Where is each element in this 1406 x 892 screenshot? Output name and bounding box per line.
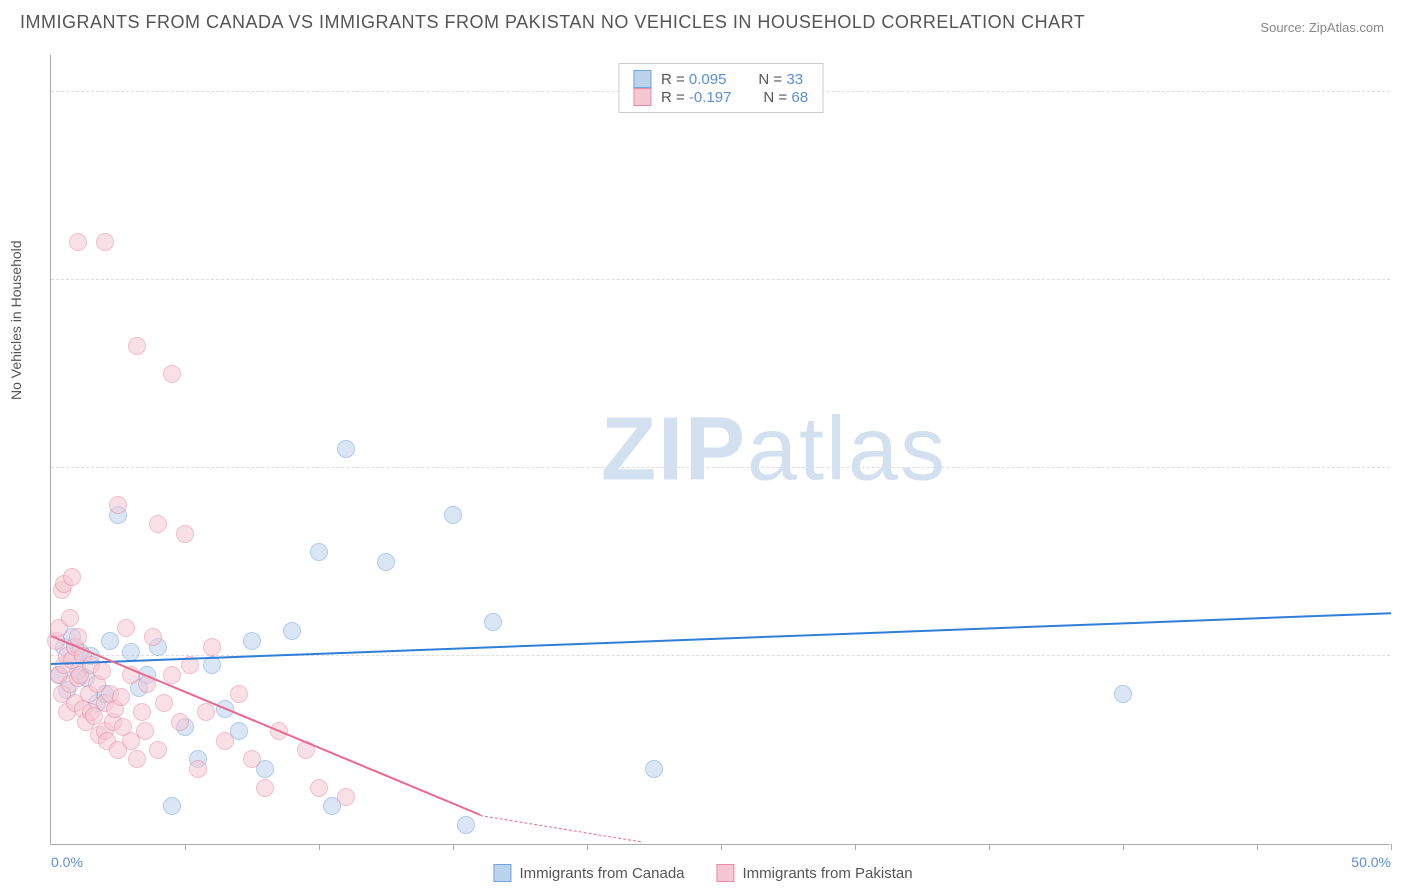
scatter-point xyxy=(243,750,261,768)
legend-n: N = 68 xyxy=(763,89,808,106)
scatter-point xyxy=(283,622,301,640)
scatter-point xyxy=(163,666,181,684)
scatter-point xyxy=(96,233,114,251)
watermark-bold: ZIP xyxy=(601,399,747,499)
source-label: Source: xyxy=(1260,20,1305,35)
scatter-point xyxy=(337,788,355,806)
scatter-point xyxy=(109,496,127,514)
scatter-point xyxy=(155,694,173,712)
x-tick xyxy=(855,844,856,850)
scatter-point xyxy=(63,568,81,586)
scatter-point xyxy=(310,779,328,797)
scatter-point xyxy=(149,515,167,533)
x-tick-label: 0.0% xyxy=(51,854,83,870)
scatter-point xyxy=(645,760,663,778)
scatter-point xyxy=(144,628,162,646)
legend-series-item: Immigrants from Pakistan xyxy=(717,864,913,882)
x-tick xyxy=(1391,844,1392,850)
legend-stats: R = 0.095 N = 33 R = -0.197 N = 68 xyxy=(618,63,823,113)
y-axis-label: No Vehicles in Household xyxy=(8,240,24,400)
legend-stats-row: R = 0.095 N = 33 xyxy=(633,70,808,88)
x-tick-label: 50.0% xyxy=(1351,854,1391,870)
y-tick-label: 20.0% xyxy=(1396,444,1406,460)
legend-swatch xyxy=(633,88,651,106)
y-tick-label: 40.0% xyxy=(1396,68,1406,84)
scatter-point xyxy=(1114,685,1132,703)
scatter-point xyxy=(197,703,215,721)
gridline xyxy=(51,467,1390,468)
scatter-point xyxy=(128,750,146,768)
scatter-point xyxy=(484,613,502,631)
source-attribution: Source: ZipAtlas.com xyxy=(1260,20,1384,35)
trend-line xyxy=(480,815,641,842)
legend-series-label: Immigrants from Canada xyxy=(519,865,684,882)
plot-region: ZIPatlas R = 0.095 N = 33 R = -0.197 N = 68… xyxy=(50,55,1390,845)
x-tick xyxy=(453,844,454,850)
scatter-point xyxy=(444,506,462,524)
legend-swatch xyxy=(633,70,651,88)
chart-title: IMMIGRANTS FROM CANADA VS IMMIGRANTS FRO… xyxy=(20,12,1085,33)
x-tick xyxy=(587,844,588,850)
gridline xyxy=(51,279,1390,280)
scatter-point xyxy=(149,741,167,759)
legend-n: N = 33 xyxy=(758,71,803,88)
x-tick xyxy=(1123,844,1124,850)
legend-stats-row: R = -0.197 N = 68 xyxy=(633,88,808,106)
scatter-point xyxy=(112,688,130,706)
watermark-light: atlas xyxy=(747,399,947,499)
legend-swatch xyxy=(717,864,735,882)
legend-series-label: Immigrants from Pakistan xyxy=(743,865,913,882)
chart-area: ZIPatlas R = 0.095 N = 33 R = -0.197 N = 68… xyxy=(50,55,1390,845)
scatter-point xyxy=(136,722,154,740)
scatter-point xyxy=(203,638,221,656)
scatter-point xyxy=(230,685,248,703)
y-tick-label: 30.0% xyxy=(1396,256,1406,272)
scatter-point xyxy=(101,632,119,650)
y-tick-label: 10.0% xyxy=(1396,632,1406,648)
scatter-point xyxy=(457,816,475,834)
scatter-point xyxy=(377,553,395,571)
legend-series: Immigrants from Canada Immigrants from Pa… xyxy=(493,864,912,882)
source-value: ZipAtlas.com xyxy=(1309,20,1384,35)
scatter-point xyxy=(117,619,135,637)
x-tick xyxy=(721,844,722,850)
scatter-point xyxy=(337,440,355,458)
scatter-point xyxy=(69,233,87,251)
scatter-point xyxy=(122,643,140,661)
scatter-point xyxy=(163,365,181,383)
legend-r: R = 0.095 xyxy=(661,71,726,88)
scatter-point xyxy=(243,632,261,650)
x-tick xyxy=(319,844,320,850)
x-tick xyxy=(185,844,186,850)
scatter-point xyxy=(61,609,79,627)
legend-r: R = -0.197 xyxy=(661,89,731,106)
watermark: ZIPatlas xyxy=(601,398,947,501)
scatter-point xyxy=(171,713,189,731)
scatter-point xyxy=(310,543,328,561)
scatter-point xyxy=(256,779,274,797)
scatter-point xyxy=(163,797,181,815)
legend-series-item: Immigrants from Canada xyxy=(493,864,684,882)
scatter-point xyxy=(189,760,207,778)
legend-swatch xyxy=(493,864,511,882)
scatter-point xyxy=(128,337,146,355)
scatter-point xyxy=(133,703,151,721)
scatter-point xyxy=(176,525,194,543)
x-tick xyxy=(1257,844,1258,850)
scatter-point xyxy=(216,732,234,750)
x-tick xyxy=(989,844,990,850)
scatter-point xyxy=(93,662,111,680)
